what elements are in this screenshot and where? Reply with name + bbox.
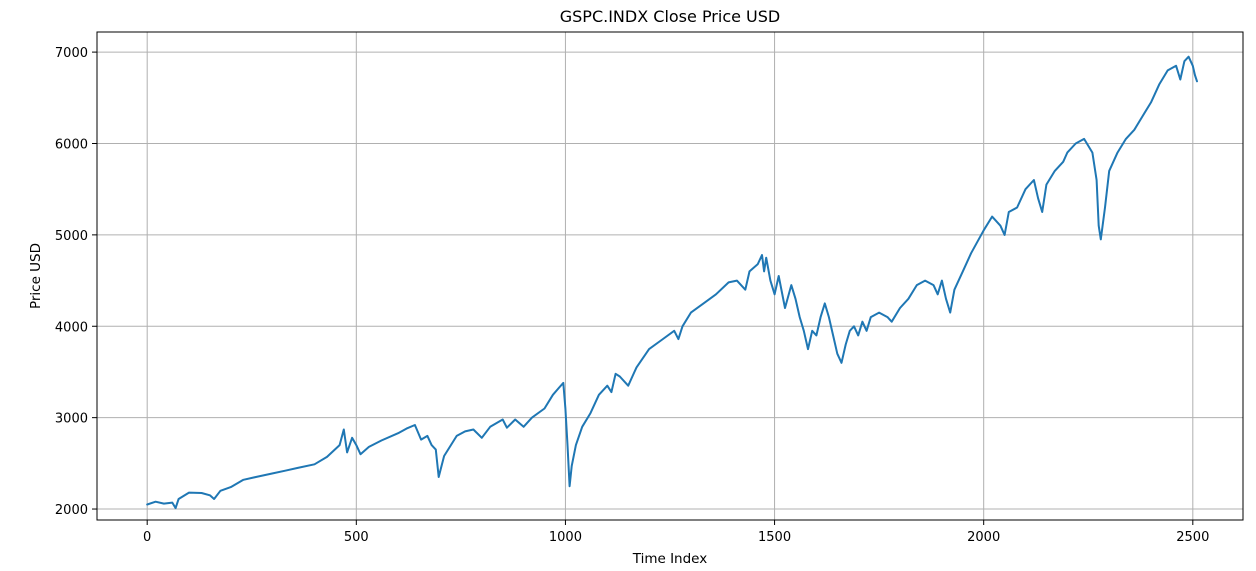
plot-frame [96, 31, 1244, 521]
x-axis-label: Time Index [632, 551, 708, 567]
x-tick-label-2000: 2000 [967, 530, 1000, 545]
series-line-close [146, 55, 1198, 510]
x-tick-label-500: 500 [344, 530, 369, 545]
chart-title: GSPC.INDX Close Price USD [560, 7, 781, 26]
x-tick-label-2500: 2500 [1176, 530, 1209, 545]
grid [97, 32, 1243, 520]
y-tick-label-3000: 3000 [55, 412, 88, 427]
y-axis-ticks: 2000 3000 4000 5000 6000 7000 [55, 46, 97, 518]
y-tick-label-5000: 5000 [55, 229, 88, 244]
y-tick-label-4000: 4000 [55, 320, 88, 335]
x-tick-label-1000: 1000 [549, 530, 582, 545]
y-tick-label-6000: 6000 [55, 137, 88, 152]
x-axis-ticks: 0 500 1000 1500 2000 2500 [143, 520, 1209, 545]
y-tick-label-7000: 7000 [55, 46, 88, 61]
y-axis-label: Price USD [28, 243, 44, 309]
x-tick-label-0: 0 [143, 530, 151, 545]
x-tick-label-1500: 1500 [758, 530, 791, 545]
y-tick-label-2000: 2000 [55, 503, 88, 518]
